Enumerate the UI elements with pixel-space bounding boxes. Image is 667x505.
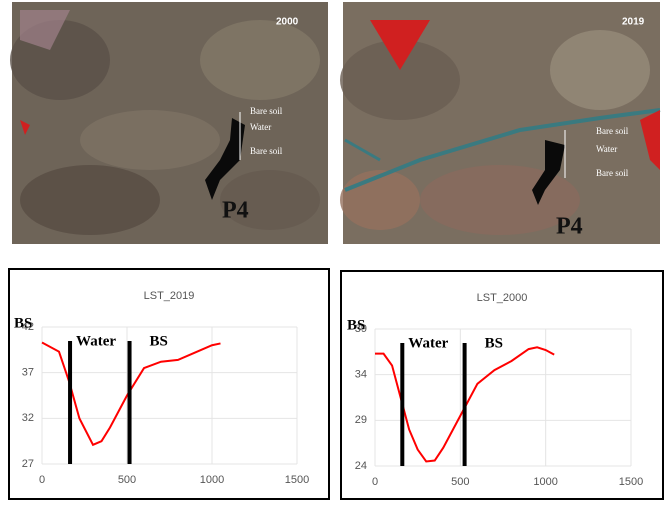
image-label: Bare soil <box>596 126 629 136</box>
image-label: Water <box>250 122 271 132</box>
x-tick-label: 1000 <box>533 476 557 488</box>
image-year: 2019 <box>622 17 645 28</box>
y-tick-label: 29 <box>355 414 367 426</box>
annotation: Water <box>76 333 116 349</box>
x-tick-label: 1500 <box>285 474 309 486</box>
figure: 2000 Bare soil Water Bare soil P4 2019 B… <box>0 0 667 500</box>
image-label: Bare soil <box>250 146 283 156</box>
image-label: Bare soil <box>250 106 283 116</box>
y-tick-label: 34 <box>355 369 367 381</box>
satellite-image-2000: 2000 Bare soil Water Bare soil P4 <box>10 2 328 244</box>
y-tick-label: 32 <box>22 412 34 424</box>
y-tick-label: 24 <box>355 460 367 472</box>
site-label: P4 <box>556 214 583 240</box>
annotation: Water <box>408 335 448 351</box>
image-label: Water <box>596 144 617 154</box>
annotation: BS <box>14 315 32 331</box>
y-tick-label: 27 <box>22 458 34 470</box>
annotation: BS <box>485 335 503 351</box>
satellite-image-2019: 2019 Bare soil Water Bare soil P4 <box>340 2 660 244</box>
x-tick-label: 500 <box>451 476 469 488</box>
x-tick-label: 0 <box>372 476 378 488</box>
site-label: P4 <box>222 198 249 224</box>
chart-title: LST_2019 <box>144 290 195 302</box>
x-tick-label: 0 <box>39 474 45 486</box>
image-year: 2000 <box>276 17 299 28</box>
x-tick-label: 1500 <box>619 476 643 488</box>
x-tick-label: 500 <box>118 474 136 486</box>
chart-title: LST_2000 <box>477 292 528 304</box>
annotation: BS <box>347 317 365 333</box>
x-tick-label: 1000 <box>200 474 224 486</box>
y-tick-label: 37 <box>22 367 34 379</box>
annotation: BS <box>150 333 168 349</box>
image-label: Bare soil <box>596 168 629 178</box>
chart-frame <box>341 271 663 499</box>
